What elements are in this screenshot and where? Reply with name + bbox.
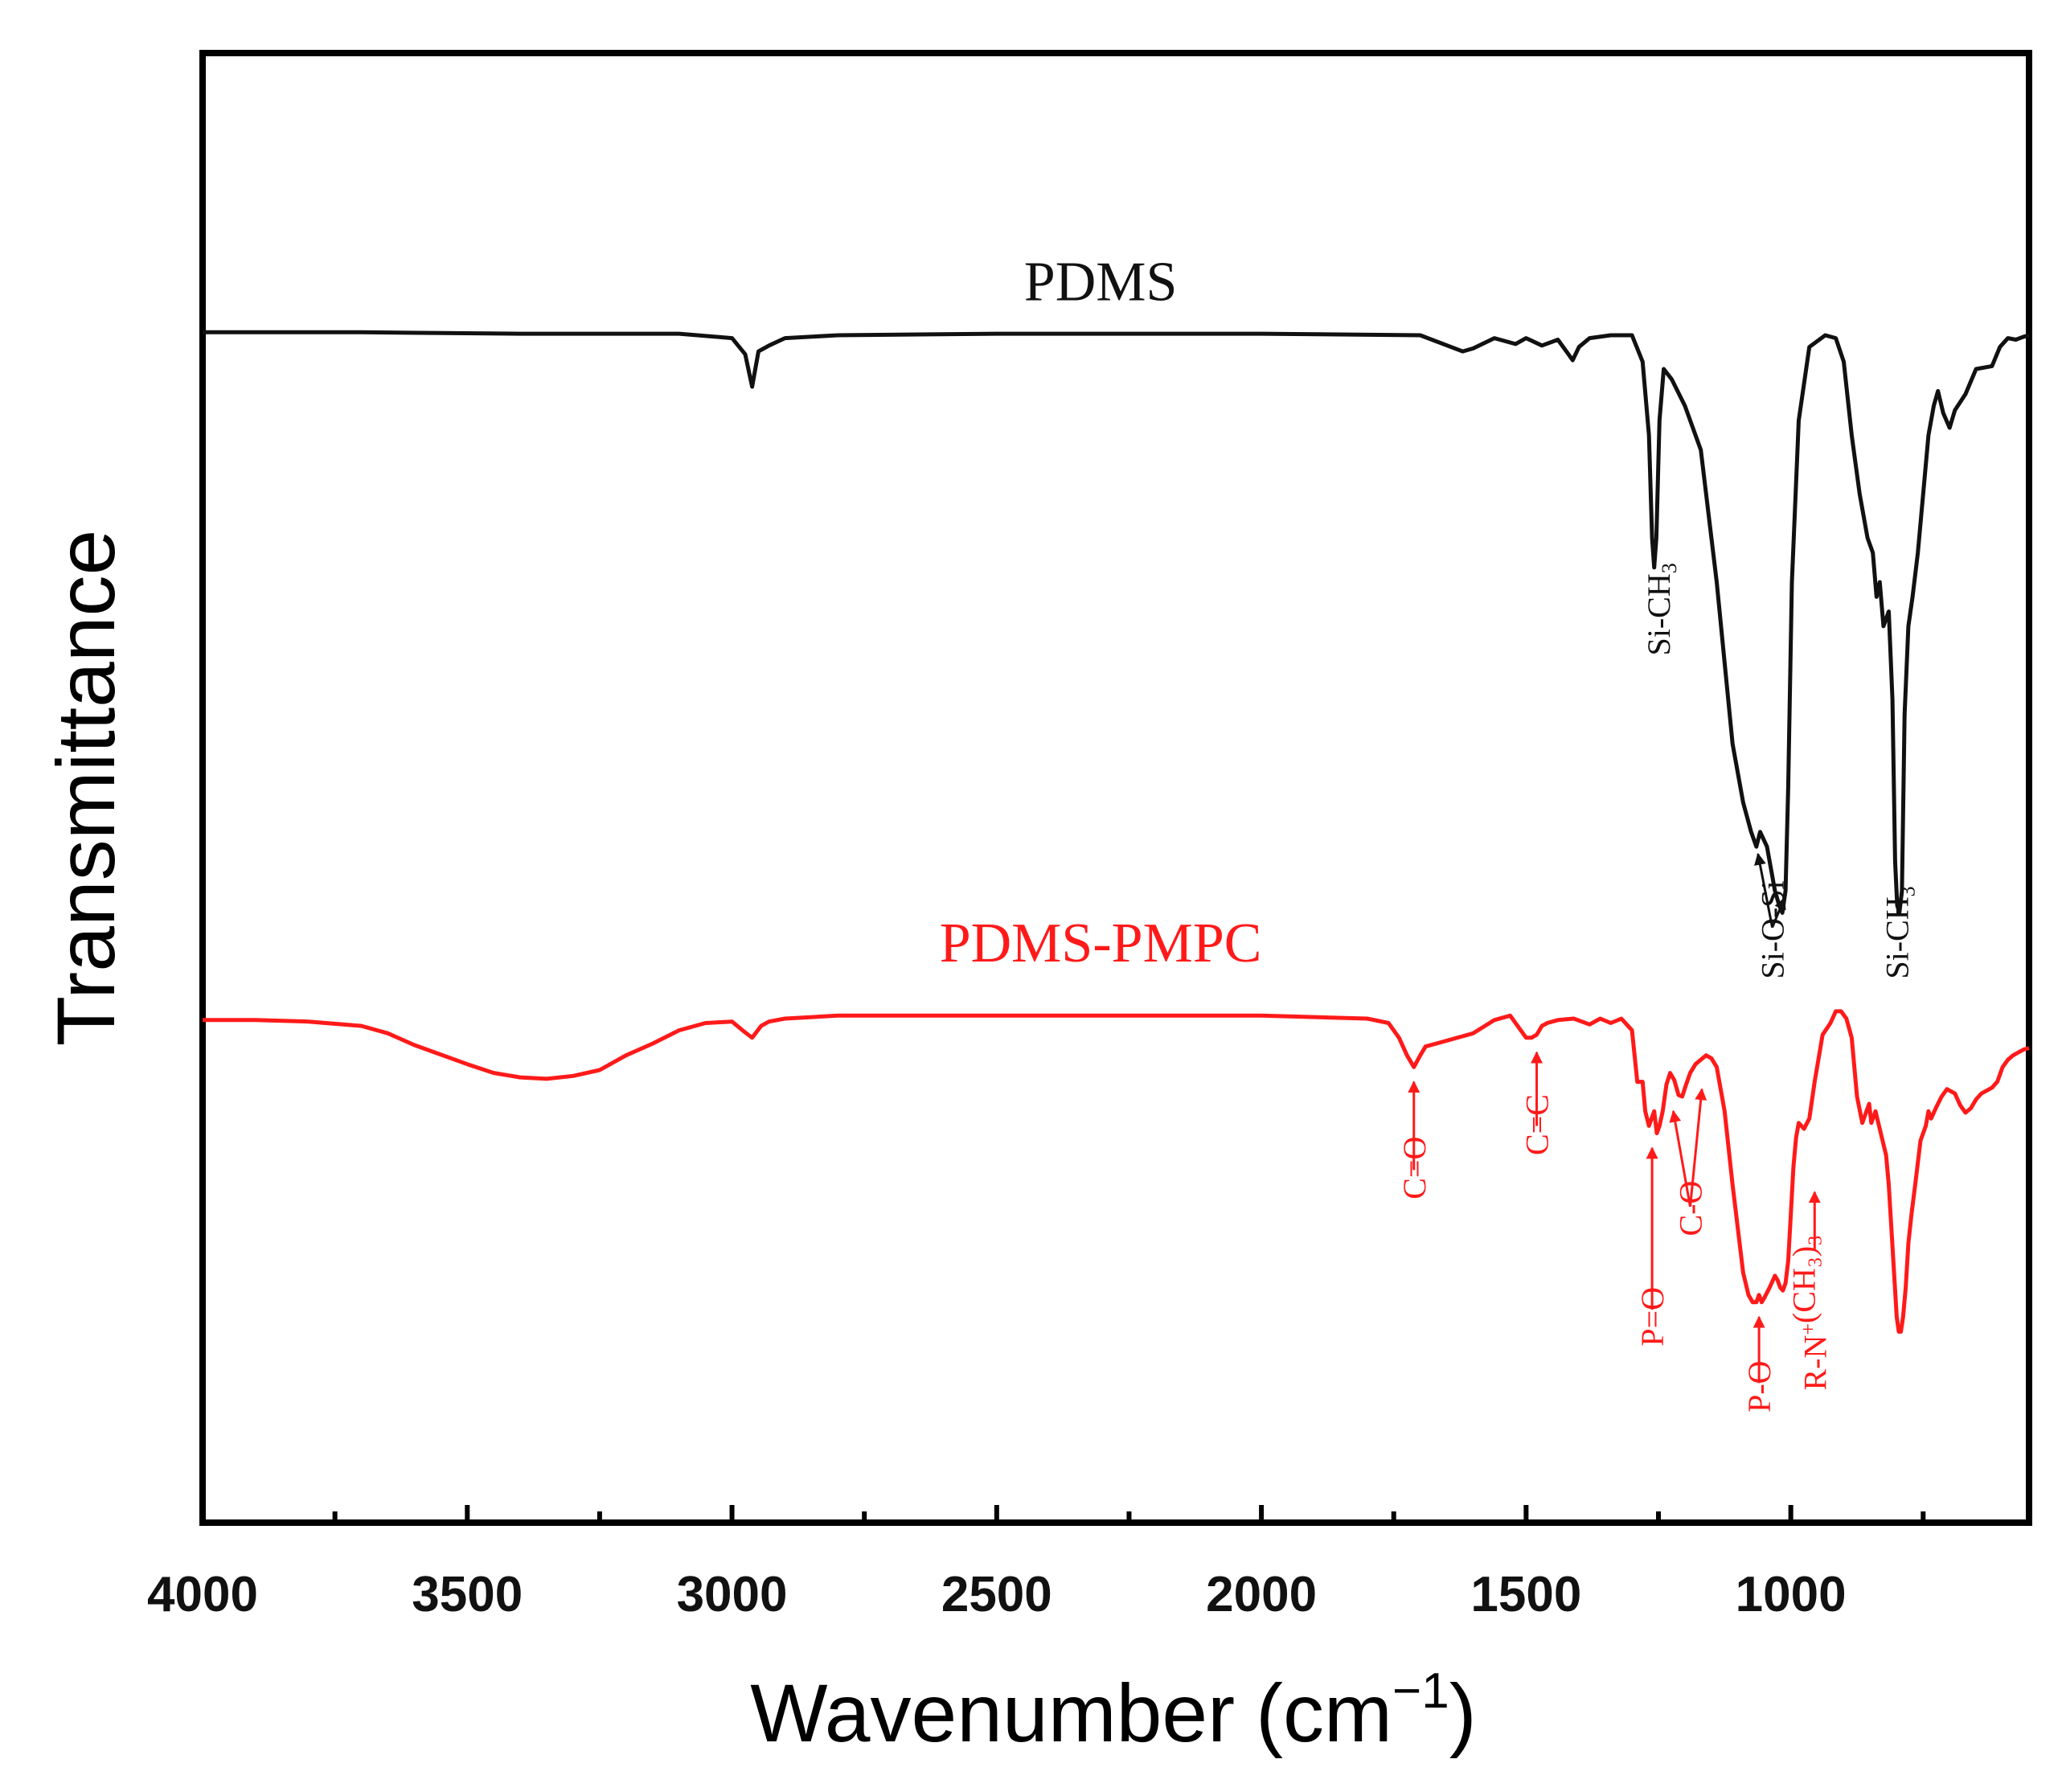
x-tick-label: 2000: [1206, 1567, 1317, 1622]
x-tick-label: 4000: [147, 1567, 258, 1622]
peak-annotation: Si-CH3: [1879, 886, 1919, 978]
y-axis-title: Transmittance: [40, 530, 132, 1046]
x-tick-label: 1000: [1736, 1567, 1847, 1622]
x-axis-title-exponent: −1: [1392, 1663, 1449, 1719]
annotation-pointers: [1669, 852, 1786, 1208]
x-tick-label: 2500: [941, 1567, 1052, 1622]
x-minor-ticks: [332, 1511, 1926, 1523]
x-axis-title-unit: (cm: [1256, 1667, 1392, 1759]
annotation-pointer: [1689, 1088, 1707, 1208]
series-label: PDMS: [1024, 251, 1178, 313]
spectra: [203, 330, 2030, 1334]
x-axis-ticks: 4000 3500 3000 2500 2000 1500 1000: [147, 1505, 1847, 1622]
annotation-pointer: [1771, 896, 1786, 929]
x-axis-title: Wavenumber (cm−1): [750, 1663, 1476, 1759]
series-labels: PDMS PDMS-PMPC: [940, 251, 1262, 974]
peak-annotation: Si-O-Si: [1755, 880, 1791, 978]
annotation-pointer: [1669, 1109, 1692, 1208]
x-axis-title-main: Wavenumber: [750, 1667, 1235, 1759]
peak-annotation: Si-CH3: [1641, 563, 1681, 655]
annotation-pointer: [1754, 852, 1774, 928]
peak-annotation: C-O: [1673, 1181, 1709, 1236]
x-tick-label: 3000: [677, 1567, 788, 1622]
plot-frame: [199, 50, 2032, 1526]
peak-annotation: R-N+(CH₃)₃: [1785, 1235, 1833, 1391]
series-pdms-pmpc-line: [203, 1009, 2030, 1334]
x-axis-title-close: ): [1449, 1667, 1477, 1759]
x-tick-label: 1500: [1470, 1567, 1581, 1622]
series-label: PDMS-PMPC: [940, 912, 1262, 974]
series-pdms-line: [203, 330, 2030, 915]
x-tick-label: 3500: [412, 1567, 523, 1622]
